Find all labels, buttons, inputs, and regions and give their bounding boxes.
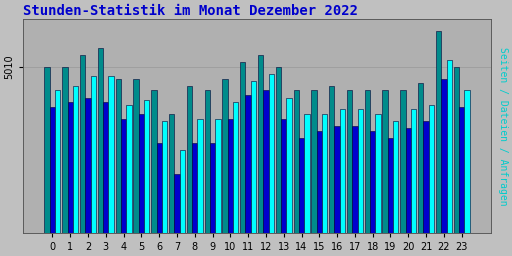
Bar — [299, 138, 304, 233]
Bar — [62, 67, 68, 233]
Bar — [459, 107, 464, 233]
Bar — [441, 79, 446, 233]
Bar — [116, 79, 121, 233]
Bar — [370, 131, 375, 233]
Bar — [347, 90, 352, 233]
Bar — [91, 76, 96, 233]
Bar — [174, 174, 180, 233]
Bar — [228, 119, 233, 233]
Bar — [103, 102, 109, 233]
Bar — [68, 102, 73, 233]
Bar — [251, 81, 256, 233]
Bar — [334, 126, 340, 233]
Bar — [144, 100, 150, 233]
Bar — [169, 114, 174, 233]
Bar — [215, 119, 221, 233]
Bar — [406, 129, 411, 233]
Bar — [436, 31, 441, 233]
Bar — [222, 79, 228, 233]
Bar — [198, 119, 203, 233]
Bar — [352, 126, 357, 233]
Bar — [311, 90, 316, 233]
Bar — [263, 90, 269, 233]
Bar — [382, 90, 388, 233]
Bar — [329, 86, 334, 233]
Bar — [464, 90, 470, 233]
Bar — [281, 119, 286, 233]
Bar — [304, 114, 310, 233]
Bar — [86, 98, 91, 233]
Bar — [126, 105, 132, 233]
Bar — [429, 105, 434, 233]
Bar — [73, 86, 78, 233]
Y-axis label: Seiten / Dateien / Anfragen: Seiten / Dateien / Anfragen — [498, 47, 508, 205]
Bar — [418, 83, 423, 233]
Bar — [269, 74, 274, 233]
Bar — [340, 110, 345, 233]
Bar — [258, 55, 263, 233]
Bar — [50, 107, 55, 233]
Bar — [45, 67, 50, 233]
Bar — [357, 110, 363, 233]
Bar — [151, 90, 157, 233]
Bar — [187, 86, 192, 233]
Bar — [276, 67, 281, 233]
Bar — [192, 143, 198, 233]
Bar — [423, 121, 429, 233]
Bar — [245, 95, 251, 233]
Bar — [375, 114, 381, 233]
Bar — [411, 110, 416, 233]
Bar — [286, 98, 292, 233]
Bar — [55, 90, 60, 233]
Bar — [139, 114, 144, 233]
Bar — [388, 138, 393, 233]
Bar — [205, 90, 210, 233]
Bar — [322, 114, 327, 233]
Bar — [80, 55, 86, 233]
Bar — [400, 90, 406, 233]
Bar — [134, 79, 139, 233]
Bar — [393, 121, 398, 233]
Bar — [109, 76, 114, 233]
Bar — [454, 67, 459, 233]
Text: Stunden-Statistik im Monat Dezember 2022: Stunden-Statistik im Monat Dezember 2022 — [23, 4, 358, 18]
Bar — [365, 90, 370, 233]
Bar — [121, 119, 126, 233]
Bar — [98, 48, 103, 233]
Bar — [240, 62, 245, 233]
Bar — [180, 150, 185, 233]
Bar — [157, 143, 162, 233]
Bar — [162, 121, 167, 233]
Bar — [210, 143, 215, 233]
Bar — [293, 90, 299, 233]
Bar — [316, 131, 322, 233]
Bar — [233, 102, 239, 233]
Bar — [446, 60, 452, 233]
